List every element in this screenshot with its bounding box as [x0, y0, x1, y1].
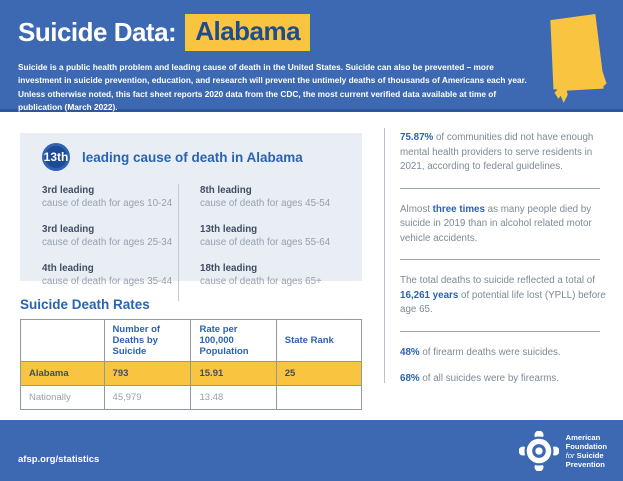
- column-header-rate: Rate per 100,000 Population: [190, 319, 277, 362]
- stat-text: of firearm deaths were suicides.: [419, 346, 561, 358]
- cause-description: cause of death for ages 35-44: [42, 276, 173, 287]
- table-row: Nationally 45,979 13.48: [20, 385, 363, 410]
- list-item: 8th leading cause of death for ages 45-5…: [200, 184, 348, 210]
- column-divider: [384, 128, 385, 383]
- column-header-blank: [20, 319, 105, 362]
- header-band: Suicide Data: Alabama Suicide is a publi…: [0, 0, 623, 112]
- left-column: 13th leading cause of death in Alabama 3…: [20, 133, 363, 432]
- state-deaths: 793: [103, 361, 192, 386]
- leading-cause-panel: 13th leading cause of death in Alabama 3…: [20, 133, 362, 301]
- cause-description: cause of death for ages 25-34: [42, 237, 173, 248]
- stat-text: of all suicides were by firearms.: [419, 373, 559, 384]
- stat-text: of potential life lost (YPLL) before age…: [400, 289, 606, 316]
- stat-divider: [400, 330, 600, 332]
- cause-description: cause of death for ages 55-64: [200, 237, 331, 248]
- rank-badge: 13th: [42, 143, 70, 171]
- stat-firearm-deaths: 48% of firearm deaths were suicides.: [400, 346, 612, 361]
- column-header-deaths: Number of Deaths by Suicide: [103, 319, 192, 362]
- afsp-lifebuoy-icon: [518, 431, 559, 471]
- footer-statistics-link[interactable]: afsp.org/statistics: [18, 454, 100, 465]
- logo-line: Foundation: [565, 441, 607, 451]
- table-row: Alabama 793 15.91 25: [20, 361, 363, 386]
- stat-text: of communities did not have enough menta…: [400, 132, 594, 172]
- list-item: 18th leading cause of death for ages 65+: [200, 262, 348, 288]
- afsp-logo: American Foundation for Suicide Preventi…: [518, 431, 607, 471]
- cause-column-left: 3rd leading cause of death for ages 10-2…: [42, 184, 178, 301]
- logo-line: Prevention: [565, 460, 605, 470]
- stat-highlight: 16,261 years: [400, 289, 459, 301]
- leading-cause-grid: 3rd leading cause of death for ages 10-2…: [42, 184, 362, 301]
- stats-column: 75.87% of communities did not have enoug…: [400, 131, 612, 387]
- stat-highlight: 68%: [400, 373, 420, 384]
- cause-description: cause of death for ages 45-54: [200, 198, 331, 209]
- title-text: Suicide Data:: [18, 17, 177, 47]
- stat-suicides-by-firearm: 68% of all suicides were by firearms.: [400, 372, 612, 387]
- stat-mental-health-providers: 75.87% of communities did not have enoug…: [400, 131, 612, 175]
- leading-cause-title: leading cause of death in Alabama: [82, 149, 303, 165]
- list-item: 4th leading cause of death for ages 35-4…: [42, 262, 178, 288]
- afsp-logo-text: American Foundation for Suicide Preventi…: [566, 433, 607, 470]
- cause-description: cause of death for ages 65+: [200, 276, 322, 287]
- stat-divider: [400, 187, 600, 189]
- list-item: 13th leading cause of death for ages 55-…: [200, 223, 348, 249]
- logo-line: American: [565, 432, 601, 442]
- death-rates-title: Suicide Death Rates: [20, 297, 150, 312]
- national-row-label: Nationally: [20, 385, 105, 410]
- state-rank: 25: [275, 361, 363, 386]
- state-name-chip: Alabama: [185, 14, 311, 51]
- page-title: Suicide Data: Alabama: [18, 14, 311, 51]
- stat-divider: [400, 259, 600, 260]
- table-header-row: Number of Deaths by Suicide Rate per 100…: [20, 319, 363, 362]
- state-rate: 15.91: [190, 361, 277, 386]
- cause-rank: 4th leading: [42, 263, 94, 274]
- stat-highlight: three times: [432, 203, 485, 215]
- column-header-rank: State Rank: [275, 319, 363, 362]
- stat-text: The total deaths to suicide reflected a …: [400, 275, 595, 286]
- death-rates-table: Number of Deaths by Suicide Rate per 100…: [20, 319, 363, 410]
- stat-alcohol-accidents: Almost three times as many people died b…: [400, 203, 612, 247]
- intro-paragraph: Suicide is a public health problem and l…: [18, 62, 527, 113]
- stat-text: Almost: [400, 203, 433, 215]
- state-row-label: Alabama: [20, 361, 105, 386]
- leading-cause-header: 13th leading cause of death in Alabama: [42, 143, 362, 171]
- cause-rank: 3rd leading: [42, 224, 95, 235]
- stat-text: as many people died by suicide in 2019 t…: [400, 203, 592, 244]
- national-rate: 13.48: [190, 385, 277, 410]
- cause-column-right: 8th leading cause of death for ages 45-5…: [178, 184, 348, 301]
- stat-years-life-lost: The total deaths to suicide reflected a …: [400, 274, 612, 318]
- list-item: 3rd leading cause of death for ages 25-3…: [42, 223, 178, 249]
- alabama-state-icon: [550, 14, 607, 103]
- stat-highlight: 75.87%: [400, 132, 434, 143]
- stat-highlight: 48%: [400, 346, 420, 358]
- logo-line: for Suicide: [565, 451, 604, 460]
- cause-rank: 8th leading: [200, 185, 252, 196]
- cause-rank: 3rd leading: [42, 185, 95, 196]
- national-deaths: 45,979: [103, 385, 192, 410]
- footer-band: afsp.org/statistics American Foundation …: [0, 420, 623, 481]
- list-item: 3rd leading cause of death for ages 10-2…: [42, 184, 178, 210]
- cause-rank: 13th leading: [200, 224, 258, 235]
- national-rank: [275, 385, 363, 410]
- cause-description: cause of death for ages 10-24: [42, 198, 173, 209]
- cause-rank: 18th leading: [200, 263, 258, 274]
